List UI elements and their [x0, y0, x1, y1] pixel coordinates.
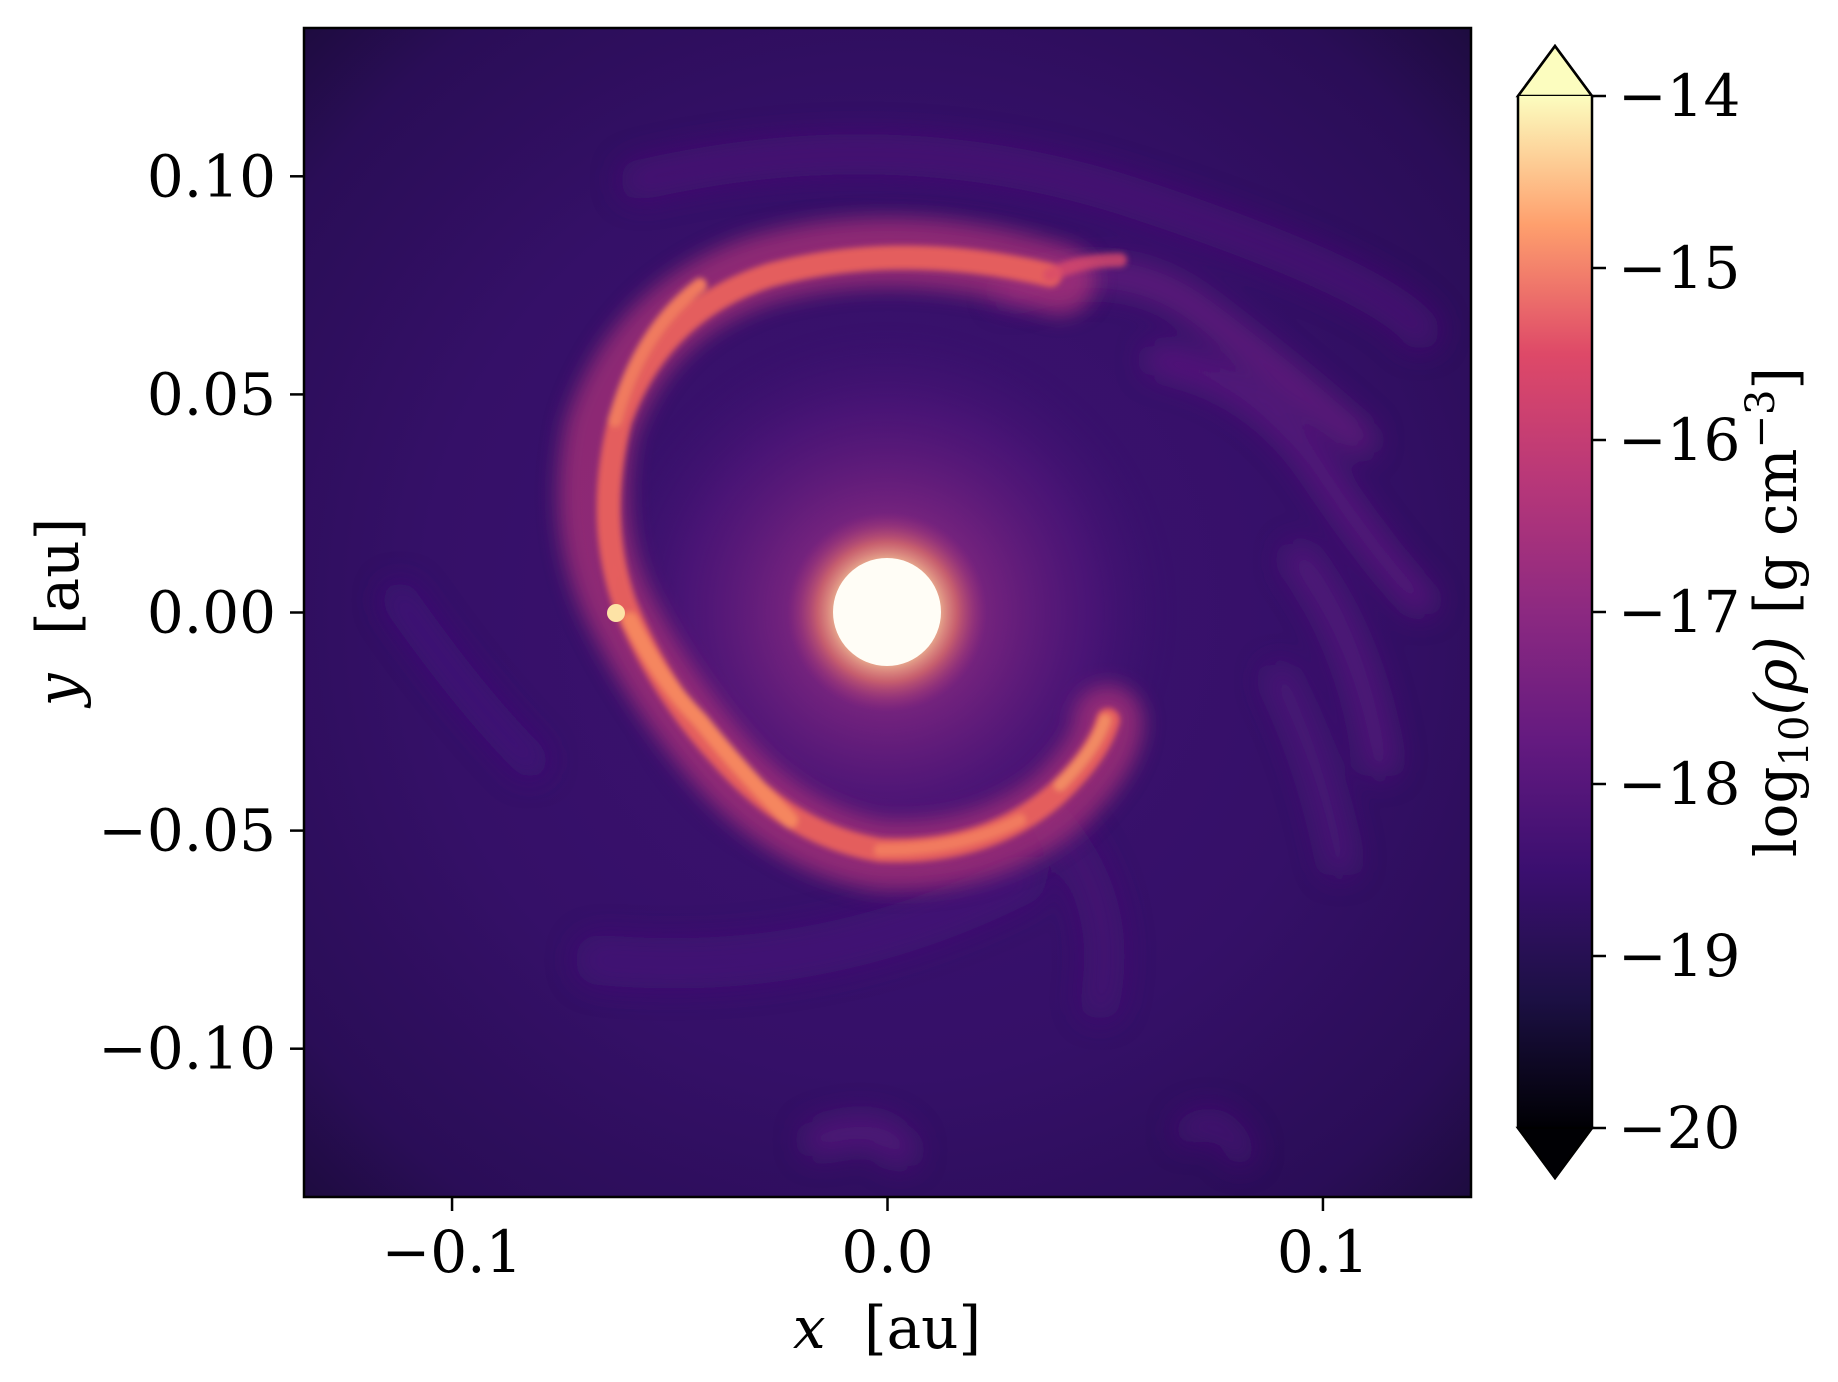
colorbar-extend-bottom	[1515, 1126, 1595, 1181]
y-tick-label: 0.00	[147, 579, 276, 647]
x-axis: −0.1 0.0 0.1	[382, 1197, 1369, 1286]
y-axis: 0.10 0.05 0.00 −0.05 −0.10	[98, 142, 304, 1083]
colorbar-label-prefix: log	[1742, 766, 1810, 857]
colorbar-tick-label: −17	[1618, 578, 1740, 646]
x-tick-label: 0.1	[1277, 1218, 1369, 1286]
colorbar-tick-label: −15	[1618, 234, 1740, 302]
x-tick-label: −0.1	[382, 1218, 523, 1286]
outer-wisps	[382, 134, 1440, 1167]
x-axis-unit: [au]	[864, 1294, 981, 1362]
x-axis-label: x [au]	[793, 1294, 981, 1362]
colorbar-label-var: (ρ)	[1742, 636, 1810, 715]
y-axis-unit: [au]	[24, 518, 92, 635]
colorbar-gradient	[1518, 96, 1592, 1128]
y-tick-label: 0.05	[147, 360, 276, 428]
y-tick-label: 0.10	[147, 142, 276, 210]
colorbar-tick-label: −19	[1618, 922, 1740, 990]
colorbar-label: log10(ρ) [g cm−3]	[1738, 367, 1818, 857]
y-axis-var: y	[24, 672, 92, 709]
colorbar-tick-label: −20	[1618, 1094, 1740, 1162]
colorbar-label-exp: −3	[1738, 390, 1784, 449]
y-axis-label: y [au]	[24, 518, 92, 709]
colorbar: −14 −15 −16 −17 −18 −19 −20 log10(ρ) [g cm−3]	[1515, 43, 1818, 1181]
density-map	[304, 28, 1471, 1197]
colorbar-label-unit: [g cm	[1742, 449, 1810, 615]
colorbar-tick-label: −18	[1618, 750, 1740, 818]
central-star	[833, 558, 941, 666]
y-tick-label: −0.10	[98, 1015, 276, 1083]
colorbar-ticks: −14 −15 −16 −17 −18 −19 −20	[1592, 62, 1740, 1162]
colorbar-label-close: ]	[1742, 367, 1810, 390]
x-tick-label: 0.0	[841, 1218, 933, 1286]
spiral-arm	[558, 217, 1143, 891]
y-tick-label: −0.05	[98, 797, 276, 865]
arm-clump	[607, 604, 625, 622]
colorbar-tick-label: −14	[1618, 62, 1740, 130]
colorbar-tick-label: −16	[1618, 406, 1740, 474]
x-axis-var: x	[793, 1294, 826, 1362]
colorbar-extend-top	[1515, 43, 1595, 98]
colorbar-label-sub: 10	[1772, 716, 1818, 767]
